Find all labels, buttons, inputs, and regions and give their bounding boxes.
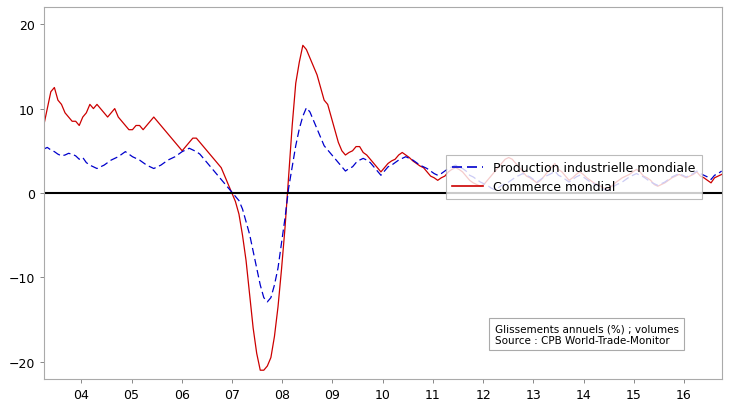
Text: Glissements annuels (%) ; volumes
Source : CPB World-Trade-Monitor: Glissements annuels (%) ; volumes Source… xyxy=(494,324,679,345)
Legend: Production industrielle mondiale, Commerce mondial: Production industrielle mondiale, Commer… xyxy=(446,155,702,200)
